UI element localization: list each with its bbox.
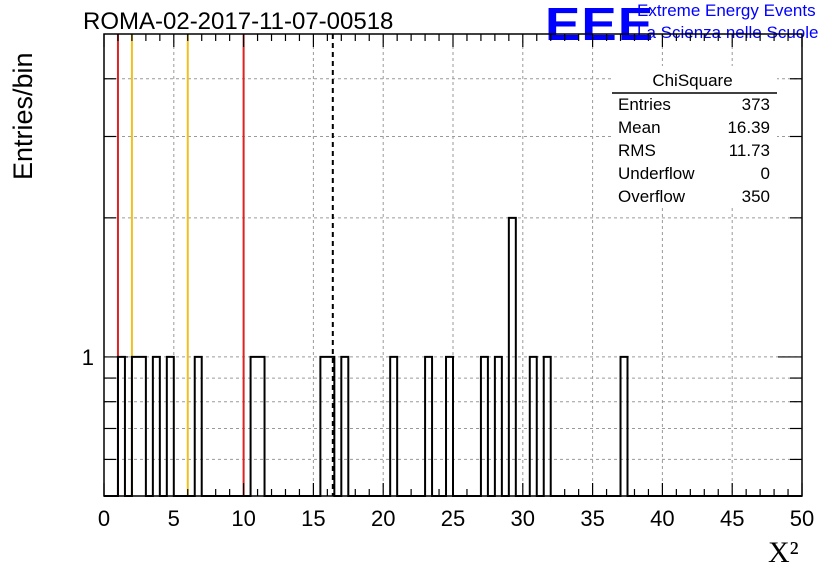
stats-row-value: 350 xyxy=(742,187,770,206)
vertical-markers xyxy=(116,34,334,496)
x-tick-label: 0 xyxy=(98,506,110,531)
x-tick-label: 10 xyxy=(231,506,255,531)
stats-row-value: 0 xyxy=(761,164,770,183)
chart-title: ROMA-02-2017-11-07-00518 xyxy=(83,8,394,35)
stats-row-value: 373 xyxy=(742,95,770,114)
x-tick-label: 25 xyxy=(441,506,465,531)
histogram-outline xyxy=(104,216,802,497)
y-tick-label: 1 xyxy=(82,345,94,370)
stats-row-value: 11.73 xyxy=(729,141,770,160)
histogram-bars xyxy=(104,216,802,497)
x-tick-label: 15 xyxy=(301,506,325,531)
stats-box: ChiSquare Entries 373 Mean 16.39 RMS 11.73 Unde… xyxy=(612,66,777,208)
x-axis-label: X² xyxy=(768,536,799,569)
stats-row-label: Mean xyxy=(618,118,661,137)
x-tick-label: 40 xyxy=(650,506,674,531)
stats-box-bg xyxy=(612,66,777,208)
stats-row-label: Overflow xyxy=(618,187,686,206)
x-tick-label: 35 xyxy=(580,506,604,531)
logo-subtitle-line2: La Scienza nelle Scuole xyxy=(637,23,819,42)
x-tick-label: 20 xyxy=(371,506,395,531)
stats-row-value: 16.39 xyxy=(727,118,770,137)
logo-subtitle-line1: Extreme Energy Events xyxy=(637,1,816,20)
x-tick-label: 5 xyxy=(168,506,180,531)
stats-row-label: RMS xyxy=(618,141,656,160)
stats-row-label: Underflow xyxy=(618,164,695,183)
stats-title: ChiSquare xyxy=(652,71,732,90)
x-tick-label: 30 xyxy=(511,506,535,531)
axes xyxy=(103,33,803,497)
eee-logo: EEE xyxy=(545,0,655,50)
stats-row-label: Entries xyxy=(618,95,671,114)
x-tick-label: 50 xyxy=(790,506,814,531)
tick-labels: 0 5 10 15 20 25 30 35 40 45 50 1 xyxy=(82,345,814,531)
x-tick-label: 45 xyxy=(720,506,744,531)
